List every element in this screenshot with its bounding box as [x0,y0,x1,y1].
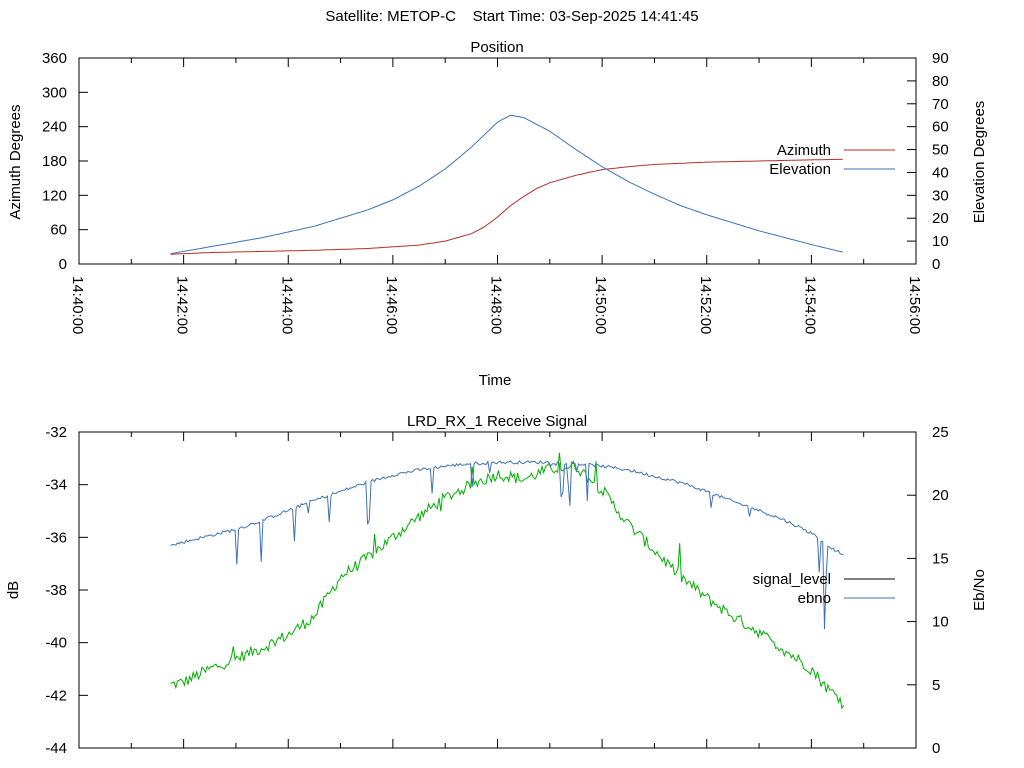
x-tick-label: 14:40:00 [69,276,86,334]
y2-tick-label: 5 [932,677,940,694]
series-line-signal-level [170,452,845,710]
signal-y-axis-label: dB [5,581,22,599]
signal-y2-axis-label: Eb/No [971,569,988,611]
satellite-label: Satellite: METOP-C [325,8,456,25]
y2-tick-label: 40 [932,164,949,181]
x-tick-label: 14:46:00 [383,276,400,334]
y-tick-label: -38 [45,582,67,599]
page-title: Satellite: METOP-C Start Time: 03-Sep-20… [0,8,1024,25]
y2-tick-label: 90 [932,50,949,67]
y-tick-label: 180 [42,153,67,170]
position-title: Position [470,39,523,56]
y2-tick-label: 20 [932,487,949,504]
y-tick-label: -42 [45,687,67,704]
y2-tick-label: 50 [932,142,949,159]
series-line-azimuth [170,158,843,255]
y2-tick-label: 20 [932,210,949,227]
x-tick-label: 14:56:00 [906,276,923,334]
y-tick-label: 120 [42,187,67,204]
y-tick-label: -34 [45,477,67,494]
y-tick-label: 300 [42,84,67,101]
y-tick-label: 360 [42,50,67,67]
y2-tick-label: 70 [932,96,949,113]
y-tick-label: -36 [45,529,67,546]
y2-tick-label: 25 [932,424,949,441]
signal-chart: LRD_RX_1 Receive Signal dB Eb/No -32 -34 -… [5,413,988,757]
y-tick-label: 0 [59,256,67,273]
y2-tick-label: 60 [932,119,949,136]
x-tick-label: 14:52:00 [697,276,714,334]
y2-tick-label: 10 [932,233,949,250]
y2-tick-label: 0 [932,256,940,273]
series-line-ebno [170,460,844,630]
plot-frame [78,431,917,749]
start-time-label: Start Time: 03-Sep-2025 14:41:45 [472,8,699,25]
signal-title: LRD_RX_1 Receive Signal [407,413,587,430]
y-tick-label: -40 [45,635,67,652]
y2-tick-label: 80 [932,73,949,90]
x-tick-label: 14:48:00 [488,276,505,334]
legend-label: signal_level [753,571,831,588]
x-tick-label: 14:44:00 [278,276,295,334]
y-tick-label: 60 [50,222,67,239]
legend-label: Azimuth [777,142,831,159]
x-tick-label: 14:50:00 [592,276,609,334]
series-line-elevation [170,114,843,255]
position-y2-axis-label: Elevation Degrees [971,101,988,224]
position-chart: Position Azimuth Degrees Elevation Degre… [7,39,988,389]
y2-tick-label: 0 [932,740,940,757]
y2-tick-label: 15 [932,550,949,567]
y-tick-label: -44 [45,740,67,757]
legend-label: Elevation [769,161,831,178]
y-tick-label: -32 [45,424,67,441]
position-y-axis-label: Azimuth Degrees [7,104,24,219]
legend-label: ebno [798,590,831,607]
position-x-axis-label: Time [479,372,512,389]
y2-tick-label: 10 [932,614,949,631]
y2-tick-label: 30 [932,187,949,204]
x-tick-label: 14:42:00 [174,276,191,334]
y-tick-label: 240 [42,119,67,136]
x-tick-label: 14:54:00 [801,276,818,334]
